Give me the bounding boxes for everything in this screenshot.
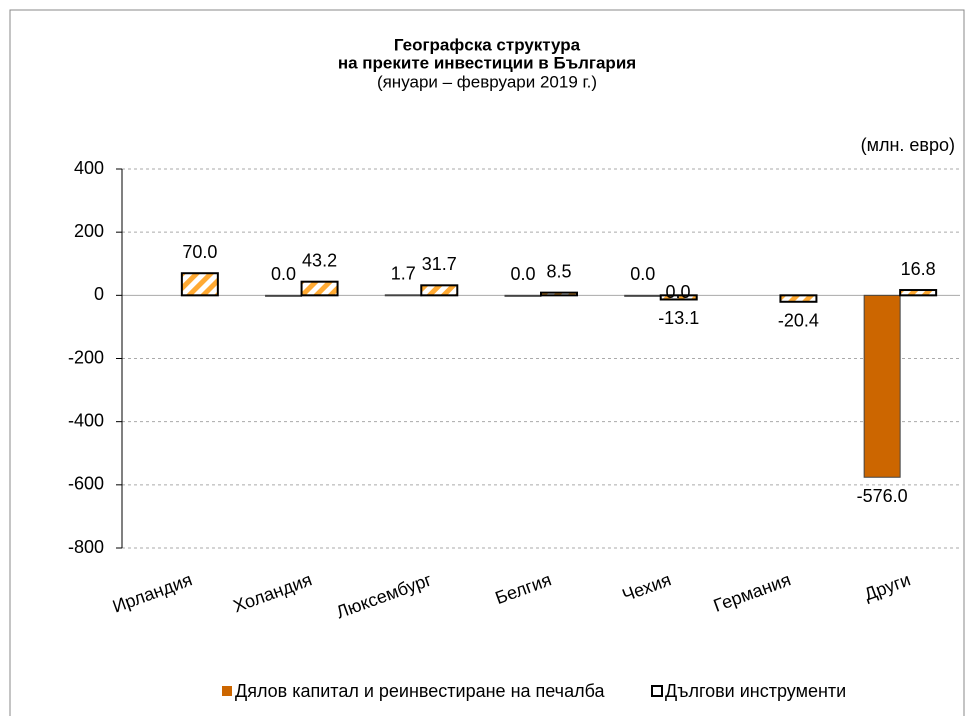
y-tick-label: -200 [68, 347, 104, 367]
data-label: -20.4 [778, 311, 819, 331]
bar [779, 294, 818, 303]
y-tick-label: 400 [74, 158, 104, 178]
chart-border [9, 9, 965, 721]
unit-label: (млн. евро) [861, 135, 955, 155]
data-label: 8.5 [546, 261, 571, 281]
bar [180, 272, 219, 297]
bar [420, 284, 459, 297]
y-tick-label: -800 [68, 537, 104, 557]
chart-period: (януари – февруари 2019 г.) [377, 72, 597, 91]
bar [899, 289, 938, 297]
y-tick-label: 0 [94, 284, 104, 304]
data-label: 16.8 [901, 259, 936, 279]
chart-subtitle: на преките инвестиции в България [338, 53, 636, 72]
bar [540, 291, 578, 297]
bar [384, 294, 422, 297]
data-label: 0.0 [271, 264, 296, 284]
data-label: 31.7 [422, 254, 457, 274]
y-tick-label: -600 [68, 474, 104, 494]
legend-swatch [222, 686, 232, 696]
legend-label: Дялов капитал и реинвестиране на печалба [235, 681, 605, 701]
data-label: 1.7 [391, 264, 416, 284]
legend-swatch [651, 685, 663, 697]
data-label: 70.0 [182, 242, 217, 262]
annotation: 0.0 [665, 282, 690, 302]
y-tick-label: -400 [68, 410, 104, 430]
legend-label: Дългови инструменти [665, 681, 846, 701]
bar [624, 294, 662, 297]
data-label: -13.1 [658, 308, 699, 328]
bar [863, 294, 901, 478]
bar [659, 294, 698, 301]
data-label: 0.0 [510, 264, 535, 284]
y-tick-label: 200 [74, 221, 104, 241]
bar [504, 294, 542, 297]
data-label: 0.0 [630, 264, 655, 284]
bar [265, 294, 303, 297]
chart-title: Географска структура [394, 35, 581, 54]
data-label: 43.2 [302, 250, 337, 270]
data-label: -576.0 [857, 486, 908, 506]
bar [300, 280, 339, 297]
